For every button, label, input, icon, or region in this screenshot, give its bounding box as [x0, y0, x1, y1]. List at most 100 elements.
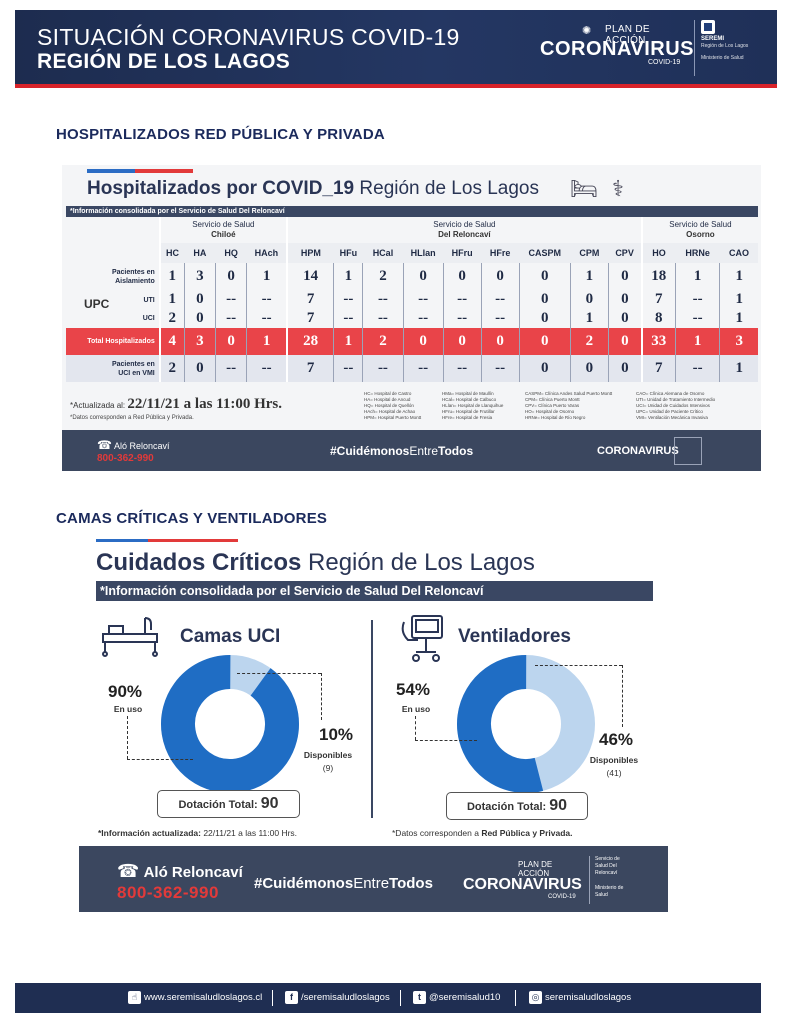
hospitalizados-footer: ☎ Aló Reloncaví 800-362-990 #CuidémonosEn… — [62, 430, 761, 471]
legend-item: CPM= Clínica Puerto Montt — [525, 397, 580, 402]
social-web-link[interactable]: ☝ www.seremisaludloslagos.cl — [128, 991, 262, 1004]
group-name: Chiloé — [211, 230, 236, 239]
upc-label: UPC — [84, 297, 110, 311]
accent-bar-red — [148, 539, 238, 542]
phone-number: 800-362-990 — [117, 883, 219, 902]
table-cell: -- — [442, 355, 482, 382]
table-cell: -- — [674, 309, 720, 328]
column-header: CASPM — [519, 243, 571, 263]
table-cell: 2 — [158, 355, 185, 382]
legend-item: CPV= Clínica Puerto Varas — [525, 403, 580, 408]
row-label-aislamiento: Pacientes en Aislamiento — [66, 263, 160, 290]
table-cell: -- — [402, 309, 444, 328]
table-cell: -- — [362, 290, 404, 309]
table-cell: 0 — [607, 328, 642, 355]
leader-line — [321, 673, 322, 720]
table-cell: 7 — [640, 355, 676, 382]
group-name: Osorno — [686, 230, 715, 239]
updated-value: 22/11/21 a las 11:00 Hrs. — [127, 396, 282, 412]
legend-column: HC= Hospital de Castro HA= Hospital de An… — [364, 391, 421, 421]
table-cell: 18 — [640, 263, 676, 290]
table-cell: 7 — [285, 355, 334, 382]
legend-item: HMa= Hospital de Maullín — [442, 391, 494, 396]
group-chiloe: Servicio de Salud Chiloé — [158, 217, 287, 243]
page-title-line1: SITUACIÓN CORONAVIRUS COVID-19 — [37, 24, 460, 50]
table-cell: 1 — [674, 263, 720, 290]
table-cell: 0 — [215, 328, 247, 355]
table-cell: 1 — [333, 328, 363, 355]
dotation-value: 90 — [260, 795, 279, 812]
table-cell: 28 — [285, 328, 334, 355]
phone-icon: ☎ — [117, 861, 140, 881]
table-cell: -- — [674, 290, 720, 309]
legend-item: HLlan= Hospital de Llanquihue — [442, 403, 504, 408]
table-cell: -- — [215, 309, 247, 328]
hospital-bed-icon: 🛏 — [570, 176, 612, 201]
logo-line: Reloncaví — [595, 870, 618, 876]
social-facebook-link[interactable]: f/seremisaludloslagos — [285, 991, 390, 1004]
hand-pointer-icon: ☝ — [128, 991, 141, 1004]
updated-at: *Actualizada al: 22/11/21 a las 11:00 Hr… — [70, 396, 282, 413]
camas-available-pct: 10% — [319, 725, 354, 744]
leader-line — [127, 759, 193, 760]
table-cell: -- — [246, 290, 287, 309]
table-cell: 14 — [285, 263, 334, 290]
table-cell: 0 — [183, 290, 216, 309]
logo-line: Salud Del — [595, 863, 617, 869]
row-aislamiento: Pacientes en Aislamiento 1 3 0 1 14 1 2 0 0 0 0 1 0 18… — [66, 263, 758, 290]
social-twitter-link[interactable]: t @seremisalud10 — [413, 991, 500, 1004]
legend-item: VMI= Ventilación Mecánica Invasiva — [636, 415, 708, 420]
column-header: HFu — [333, 243, 363, 263]
note-data: *Datos corresponden a Red Pública y Priv… — [392, 828, 573, 838]
legend-item: HO= Hospital de Osorno — [525, 409, 575, 414]
camas-dotation-box: Dotación Total: 90 — [157, 790, 300, 818]
facebook-icon: f — [285, 991, 298, 1004]
legend-item: HA= Hospital de Ancud — [364, 397, 411, 402]
table-cell: 7 — [285, 309, 334, 328]
column-header: HAch — [246, 243, 287, 263]
dotation-label: Dotación Total: — [466, 801, 547, 813]
table-cell: 1 — [674, 328, 720, 355]
logo-sub-text: COVID-19 — [648, 59, 681, 66]
ventilator-icon — [398, 612, 450, 664]
table-cell: 0 — [402, 263, 444, 290]
table-cell: 3 — [183, 263, 216, 290]
column-header: HQ — [215, 243, 247, 263]
hashtag-rest: Entre — [353, 875, 390, 892]
logo-big-text: CORONAVIRUS — [463, 876, 582, 893]
column-header: HC — [158, 243, 185, 263]
hospitalizados-table: Servicio de Salud Chiloé Servicio de Salu… — [66, 217, 758, 382]
table-cell: -- — [480, 355, 520, 382]
instagram-icon: ◎ — [529, 991, 542, 1004]
social-instagram-link[interactable]: ◎ seremisaludloslagos — [529, 991, 631, 1004]
table-cell: 2 — [362, 263, 404, 290]
uci-label: UCI — [142, 314, 155, 322]
twitter-icon: t — [413, 991, 426, 1004]
table-cell: 33 — [640, 328, 676, 355]
hashtag-bold: #Cuidémonos — [330, 444, 410, 458]
panel-separator — [371, 620, 373, 818]
column-header: HO — [640, 243, 676, 263]
table-cell: 7 — [640, 290, 676, 309]
group-reloncavi: Servicio de Salud Del Reloncaví — [285, 217, 642, 243]
table-cell: 4 — [158, 328, 185, 355]
table-cell: 1 — [719, 355, 758, 382]
camas-donut-chart — [160, 654, 300, 794]
facebook-text: /seremisaludloslagos — [301, 992, 390, 1003]
cuidados-title: Cuidados Críticos Región de Los Lagos — [96, 549, 535, 577]
table-cell: -- — [215, 355, 247, 382]
coronavirus-logo: CORONAVIRUS — [597, 445, 679, 457]
header-red-stripe — [15, 84, 777, 88]
table-cell: 1 — [246, 263, 287, 290]
table-cell: -- — [246, 355, 287, 382]
table-cell: -- — [246, 309, 287, 328]
table-cell: 7 — [285, 290, 334, 309]
hospital-bed-icon — [101, 614, 161, 658]
legend-item: HC= Hospital de Castro — [364, 391, 412, 396]
hashtag: #CuidémonosEntreTodos — [254, 875, 433, 892]
table-cell: 0 — [518, 290, 571, 309]
title-rest: Región de Los Lagos — [301, 549, 535, 576]
row-vmi: Pacientes en UCI en VMI 2 0 -- -- 7 -- -- -- -- --… — [66, 355, 758, 382]
row-uci: 2 0 -- -- 7 -- -- -- -- -- 0 1 0 8 -- 1 — [66, 309, 758, 328]
info-bar: *Información consolidada por el Servicio… — [96, 581, 653, 601]
